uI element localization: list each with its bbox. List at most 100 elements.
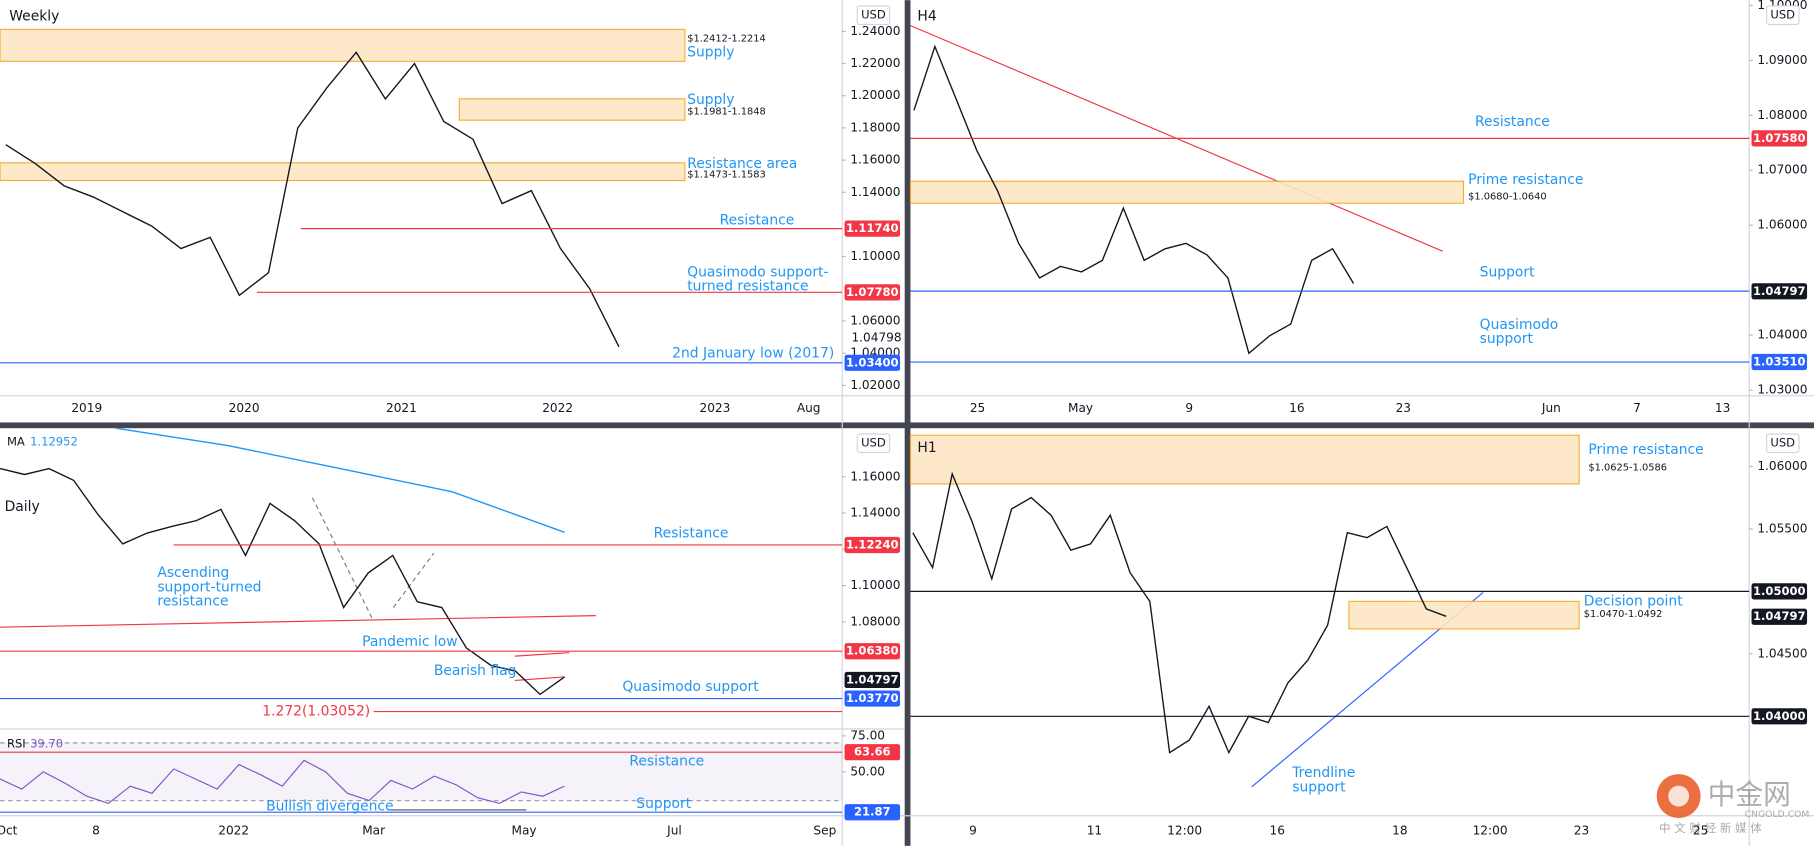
flag-line	[514, 652, 570, 657]
level-label: Resistance	[720, 213, 795, 229]
y-tick-label: 75.00	[850, 728, 885, 742]
level-label: turned resistance	[687, 279, 808, 295]
zone	[1348, 600, 1580, 630]
annotation: support	[1292, 779, 1346, 795]
x-tick-label: 16	[1289, 401, 1304, 415]
zone-range: $1.1981-1.1848	[687, 107, 766, 118]
x-tick-label: Mar	[362, 823, 385, 837]
x-tick-label: 23	[1574, 823, 1589, 837]
x-tick-label: 11	[1087, 823, 1102, 837]
y-tick-label: 1.06000	[850, 313, 900, 327]
price-label: 1.04798	[851, 331, 901, 345]
level-tag	[844, 744, 901, 761]
level-tag-label: 1.05000	[1753, 584, 1806, 598]
level-tag-label: 1.07580	[1753, 131, 1806, 145]
separator	[0, 422, 1814, 429]
level-label: Quasimodo support-	[687, 265, 828, 281]
y-tick-label: 50.00	[850, 764, 885, 778]
zone-label: Supply	[687, 45, 734, 61]
y-tick-label: 1.03000	[1757, 383, 1807, 397]
y-tick-label: 1.06000	[1757, 459, 1807, 473]
x-tick-label: 9	[969, 823, 977, 837]
level-tag	[844, 536, 901, 554]
y-tick-label: 1.20000	[850, 88, 900, 102]
pattern-line	[311, 497, 374, 620]
level-label: Resistance	[654, 525, 729, 541]
currency-box	[1765, 433, 1800, 454]
panel-title: H1	[917, 440, 936, 456]
level-tag-label: 1.07780	[846, 285, 899, 299]
x-tick-label: 16	[1269, 823, 1284, 837]
currency-box	[1765, 5, 1800, 26]
ma-value: 1.12952	[30, 435, 78, 449]
x-tick-label: Jul	[666, 823, 682, 837]
level-tag-label: 1.11740	[846, 221, 899, 235]
zone	[909, 434, 1580, 485]
x-tick-label: 18	[1392, 823, 1407, 837]
ma-label: MA	[7, 435, 25, 449]
currency: USD	[861, 8, 886, 22]
price-tag	[844, 671, 901, 689]
x-tick-label: 2021	[386, 401, 417, 415]
price-line	[913, 44, 1355, 355]
price-line	[912, 471, 1447, 755]
zone-label: Prime resistance	[1468, 172, 1583, 188]
level-tag-label: 1.12240	[846, 537, 899, 551]
panel-title: H4	[917, 8, 936, 24]
pattern-line	[392, 552, 435, 608]
level-label: Support	[636, 796, 691, 812]
zone-label: Supply	[687, 92, 734, 108]
y-tick-label: 1.14000	[850, 506, 900, 520]
x-tick-label: 12:00	[1167, 823, 1202, 837]
x-tick-label: 23	[1396, 401, 1411, 415]
y-tick-label: 1.02000	[850, 378, 900, 392]
level-tag	[844, 804, 901, 821]
x-tick-label: 2022	[218, 823, 249, 837]
level-tag	[1751, 130, 1808, 147]
watermark-logo	[1668, 785, 1690, 807]
x-tick-label: 8	[92, 823, 100, 837]
zone	[0, 28, 686, 62]
price-tag	[1751, 608, 1808, 625]
x-tick-label: Jun	[1541, 401, 1561, 415]
level-tag-label: 1.04000	[1753, 709, 1806, 723]
level-label: Quasimodo	[1480, 317, 1559, 333]
x-tick-label: 2022	[542, 401, 573, 415]
zone-label: Decision point	[1584, 593, 1683, 609]
level-label: Pandemic low	[362, 634, 458, 650]
zone	[0, 162, 686, 182]
level-label: support	[1480, 331, 1534, 347]
zone-range: $1.0680-1.0640	[1468, 191, 1547, 202]
rsi-value: 39.70	[30, 737, 63, 751]
zone-range: $1.0470-1.0492	[1584, 609, 1663, 620]
x-tick-label: 7	[1633, 401, 1641, 415]
moving-average	[115, 427, 565, 533]
level-tag-label: 1.03770	[846, 691, 899, 705]
level-tag	[844, 354, 901, 371]
y-tick-label: 1.24000	[850, 24, 900, 38]
price-line	[5, 51, 620, 348]
zone	[458, 98, 686, 121]
y-tick-label: 1.05500	[1757, 521, 1807, 535]
x-tick-label: 2020	[229, 401, 260, 415]
flag-line	[514, 676, 565, 681]
level-tag-label: 1.06380	[846, 644, 899, 658]
annotation: Trendline	[1291, 765, 1355, 781]
zone-label: Prime resistance	[1588, 442, 1703, 458]
trendline	[0, 615, 596, 628]
level-tag	[844, 220, 901, 237]
price-tag-label: 1.04797	[846, 672, 899, 686]
y-tick-label: 1.14000	[850, 185, 900, 199]
x-tick-label: 25	[1693, 823, 1708, 837]
price-tag-label: 1.04797	[1753, 609, 1806, 623]
y-tick-label: 1.08000	[850, 614, 900, 628]
y-tick-label: 1.08000	[1757, 108, 1807, 122]
level-tag-label: 21.87	[854, 805, 891, 819]
level-tag	[1751, 708, 1808, 725]
annotation: Bearish flag	[434, 663, 517, 679]
rsi-label: RSI	[7, 737, 26, 751]
level-label: 2nd January low (2017)	[672, 346, 834, 362]
y-tick-label: 1.04500	[1757, 646, 1807, 660]
x-tick-label: 2019	[71, 401, 102, 415]
